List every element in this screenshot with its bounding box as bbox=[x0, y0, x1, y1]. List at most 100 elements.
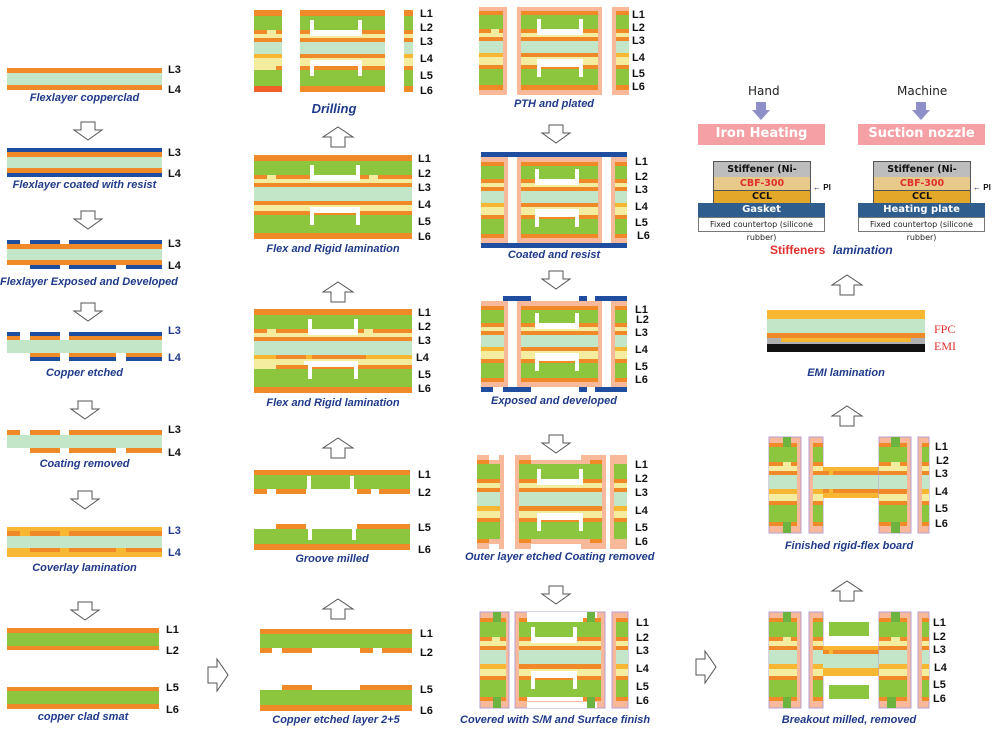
pi-label-text: PI bbox=[983, 183, 991, 192]
caption-copper-etched: Copper etched bbox=[45, 367, 123, 379]
layer-label: L6 bbox=[418, 383, 431, 395]
layer-label: L1 bbox=[635, 459, 648, 471]
stack-stiffener: Stiffener (Ni-SUS304) bbox=[873, 161, 971, 190]
arrow-down-icon bbox=[72, 302, 104, 322]
layer-label: L4 bbox=[935, 486, 948, 498]
arrow-up-icon bbox=[830, 274, 864, 296]
arrow-down-icon bbox=[752, 102, 770, 120]
caption-flexlayer-coated-resist: Flexlayer coated with resist bbox=[12, 179, 157, 191]
diagram-emi-lamination bbox=[767, 310, 925, 352]
diagram-coating-removed bbox=[7, 430, 162, 453]
diagram-copper-etched-layer-2-5 bbox=[260, 629, 412, 711]
layer-label: L4 bbox=[168, 84, 181, 96]
layer-label: L5 bbox=[635, 361, 648, 373]
layer-label: L5 bbox=[632, 68, 645, 80]
process-box-suction-nozzle: Suction nozzle bbox=[858, 124, 985, 145]
emi-label: EMI bbox=[934, 339, 956, 353]
arrow-down-icon bbox=[540, 270, 572, 290]
pi-label: ← PI bbox=[973, 183, 991, 192]
caption-breakout-milled: Breakout milled, removed bbox=[781, 714, 917, 726]
layer-label: L5 bbox=[933, 679, 946, 691]
arrow-up-icon bbox=[321, 598, 355, 620]
layer-label: L4 bbox=[168, 260, 181, 272]
caption-pth-plated: PTH and plated bbox=[513, 98, 595, 110]
arrow-down-icon bbox=[72, 210, 104, 230]
layer-label: L6 bbox=[418, 544, 431, 556]
layer-label: L1 bbox=[420, 628, 433, 640]
layer-label: L1 bbox=[166, 624, 179, 636]
layer-label: L1 bbox=[632, 9, 645, 21]
layer-label: L6 bbox=[935, 518, 948, 530]
layer-label: L3 bbox=[420, 36, 433, 48]
stack-cbf-300: CBF-300 bbox=[713, 177, 811, 190]
stack-ccl: CCL bbox=[713, 190, 811, 204]
caption-emi-lamination: EMI lamination bbox=[807, 367, 885, 379]
arrow-up-icon bbox=[321, 126, 355, 148]
pi-arrow-icon: ← bbox=[973, 183, 981, 192]
caption-outer-layer-etched: Outer layer etched Coating removed bbox=[465, 551, 655, 563]
layer-label: L4 bbox=[168, 352, 181, 364]
layer-label: L1 bbox=[935, 441, 948, 453]
layer-label: L2 bbox=[166, 645, 179, 657]
layer-label: L3 bbox=[168, 147, 181, 159]
caption-coated-resist: Coated and resist bbox=[507, 249, 601, 261]
diagram-flexlayer-copperclad bbox=[7, 68, 162, 90]
arrow-down-icon bbox=[912, 102, 930, 120]
layer-label: L3 bbox=[933, 644, 946, 656]
caption-flexlayer-exposed: Flexlayer Exposed and Developed bbox=[0, 276, 178, 288]
diagram-flex-rigid-lamination-2 bbox=[254, 309, 412, 393]
base-gasket: Gasket bbox=[698, 203, 825, 217]
layer-label: L3 bbox=[635, 327, 648, 339]
layer-label: L4 bbox=[420, 53, 433, 65]
arrow-down-icon bbox=[69, 400, 101, 420]
layer-label: L6 bbox=[637, 230, 650, 242]
layer-label: L6 bbox=[420, 85, 433, 97]
caption-stiffeners-word: Stiffeners bbox=[770, 243, 826, 257]
pi-arrow-icon: ← bbox=[813, 183, 821, 192]
layer-label: L3 bbox=[635, 487, 648, 499]
caption-coating-removed: Coating removed bbox=[39, 458, 130, 470]
stack-cbf-300: CBF-300 bbox=[873, 177, 971, 190]
method-label-hand: Hand bbox=[748, 84, 780, 98]
layer-label: L6 bbox=[418, 231, 431, 243]
layer-label: L4 bbox=[632, 52, 645, 64]
layer-label: L2 bbox=[418, 487, 431, 499]
layer-label: L3 bbox=[168, 325, 181, 337]
layer-label: L2 bbox=[933, 631, 946, 643]
caption-lamination-word: lamination bbox=[832, 243, 893, 257]
layer-label: L2 bbox=[418, 321, 431, 333]
layer-label: L4 bbox=[416, 352, 429, 364]
layer-label: L2 bbox=[420, 647, 433, 659]
arrow-up-icon bbox=[321, 281, 355, 303]
arrow-down-icon bbox=[540, 585, 572, 605]
arrow-right-icon bbox=[207, 657, 229, 693]
layer-label: L5 bbox=[635, 522, 648, 534]
layer-label: L6 bbox=[636, 695, 649, 707]
layer-label: L6 bbox=[635, 374, 648, 386]
layer-label: L5 bbox=[420, 70, 433, 82]
layer-label: L5 bbox=[418, 369, 431, 381]
layer-label: L6 bbox=[420, 705, 433, 717]
layer-label: L4 bbox=[635, 344, 648, 356]
layer-label: L1 bbox=[636, 617, 649, 629]
layer-label: L4 bbox=[635, 201, 648, 213]
layer-label: L3 bbox=[635, 184, 648, 196]
diagram-covered-sm-surface-finish bbox=[479, 611, 629, 709]
caption-coverlay-lamination: Coverlay lamination bbox=[32, 562, 137, 574]
layer-label: L3 bbox=[418, 335, 431, 347]
diagram-coated-resist bbox=[481, 152, 627, 248]
base-heating-plate: Heating plate bbox=[858, 203, 985, 217]
layer-label: L2 bbox=[635, 171, 648, 183]
layer-label: L4 bbox=[168, 547, 181, 559]
diagram-groove-milled bbox=[254, 470, 410, 550]
arrow-up-icon bbox=[321, 437, 355, 459]
layer-label: L2 bbox=[636, 632, 649, 644]
layer-label: L5 bbox=[635, 217, 648, 229]
diagram-coverlay-lamination bbox=[7, 527, 162, 557]
caption-copper-clad-smat: copper clad smat bbox=[37, 711, 129, 723]
diagram-breakout-milled bbox=[768, 611, 930, 709]
stack-ccl: CCL bbox=[873, 190, 971, 204]
layer-label: L5 bbox=[418, 216, 431, 228]
caption-flex-rigid-lamination-2: Flex and Rigid lamination bbox=[266, 397, 400, 409]
caption-drilling: Drilling bbox=[311, 101, 357, 116]
